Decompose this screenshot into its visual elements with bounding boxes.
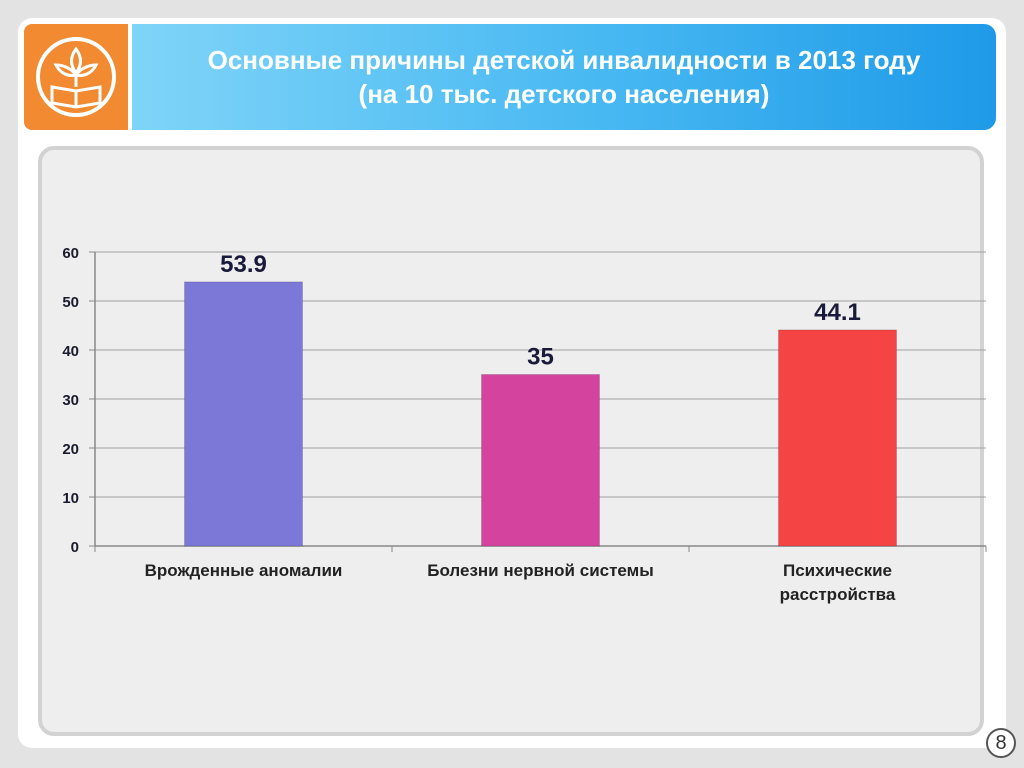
x-category-label: Болезни нервной системы <box>427 561 654 580</box>
y-tick-label: 10 <box>62 490 79 507</box>
page-title: Основные причины детской инвалидности в … <box>132 24 996 130</box>
y-tick-label: 0 <box>71 539 79 556</box>
bar-value-label: 44.1 <box>814 299 861 326</box>
title-line-1: Основные причины детской инвалидности в … <box>207 45 921 75</box>
y-tick-label: 60 <box>62 245 79 262</box>
slide-header: Основные причины детской инвалидности в … <box>24 24 996 130</box>
y-tick-label: 20 <box>62 441 79 458</box>
bar-value-label: 35 <box>527 344 554 371</box>
logo <box>24 24 128 130</box>
bar <box>481 374 600 547</box>
x-category-label: Врожденные аномалии <box>145 561 343 580</box>
y-tick-label: 30 <box>62 392 79 409</box>
bar-value-label: 53.9 <box>220 251 267 278</box>
page-number: 8 <box>986 728 1016 758</box>
x-category-label: Психические <box>783 561 892 580</box>
book-flower-logo-icon <box>36 37 116 117</box>
x-category-label: расстройства <box>780 585 896 604</box>
title-line-2: (на 10 тыс. детского населения) <box>358 79 770 109</box>
bar <box>778 329 897 547</box>
bar <box>184 281 303 547</box>
y-tick-label: 50 <box>62 294 79 311</box>
y-tick-label: 40 <box>62 343 79 360</box>
